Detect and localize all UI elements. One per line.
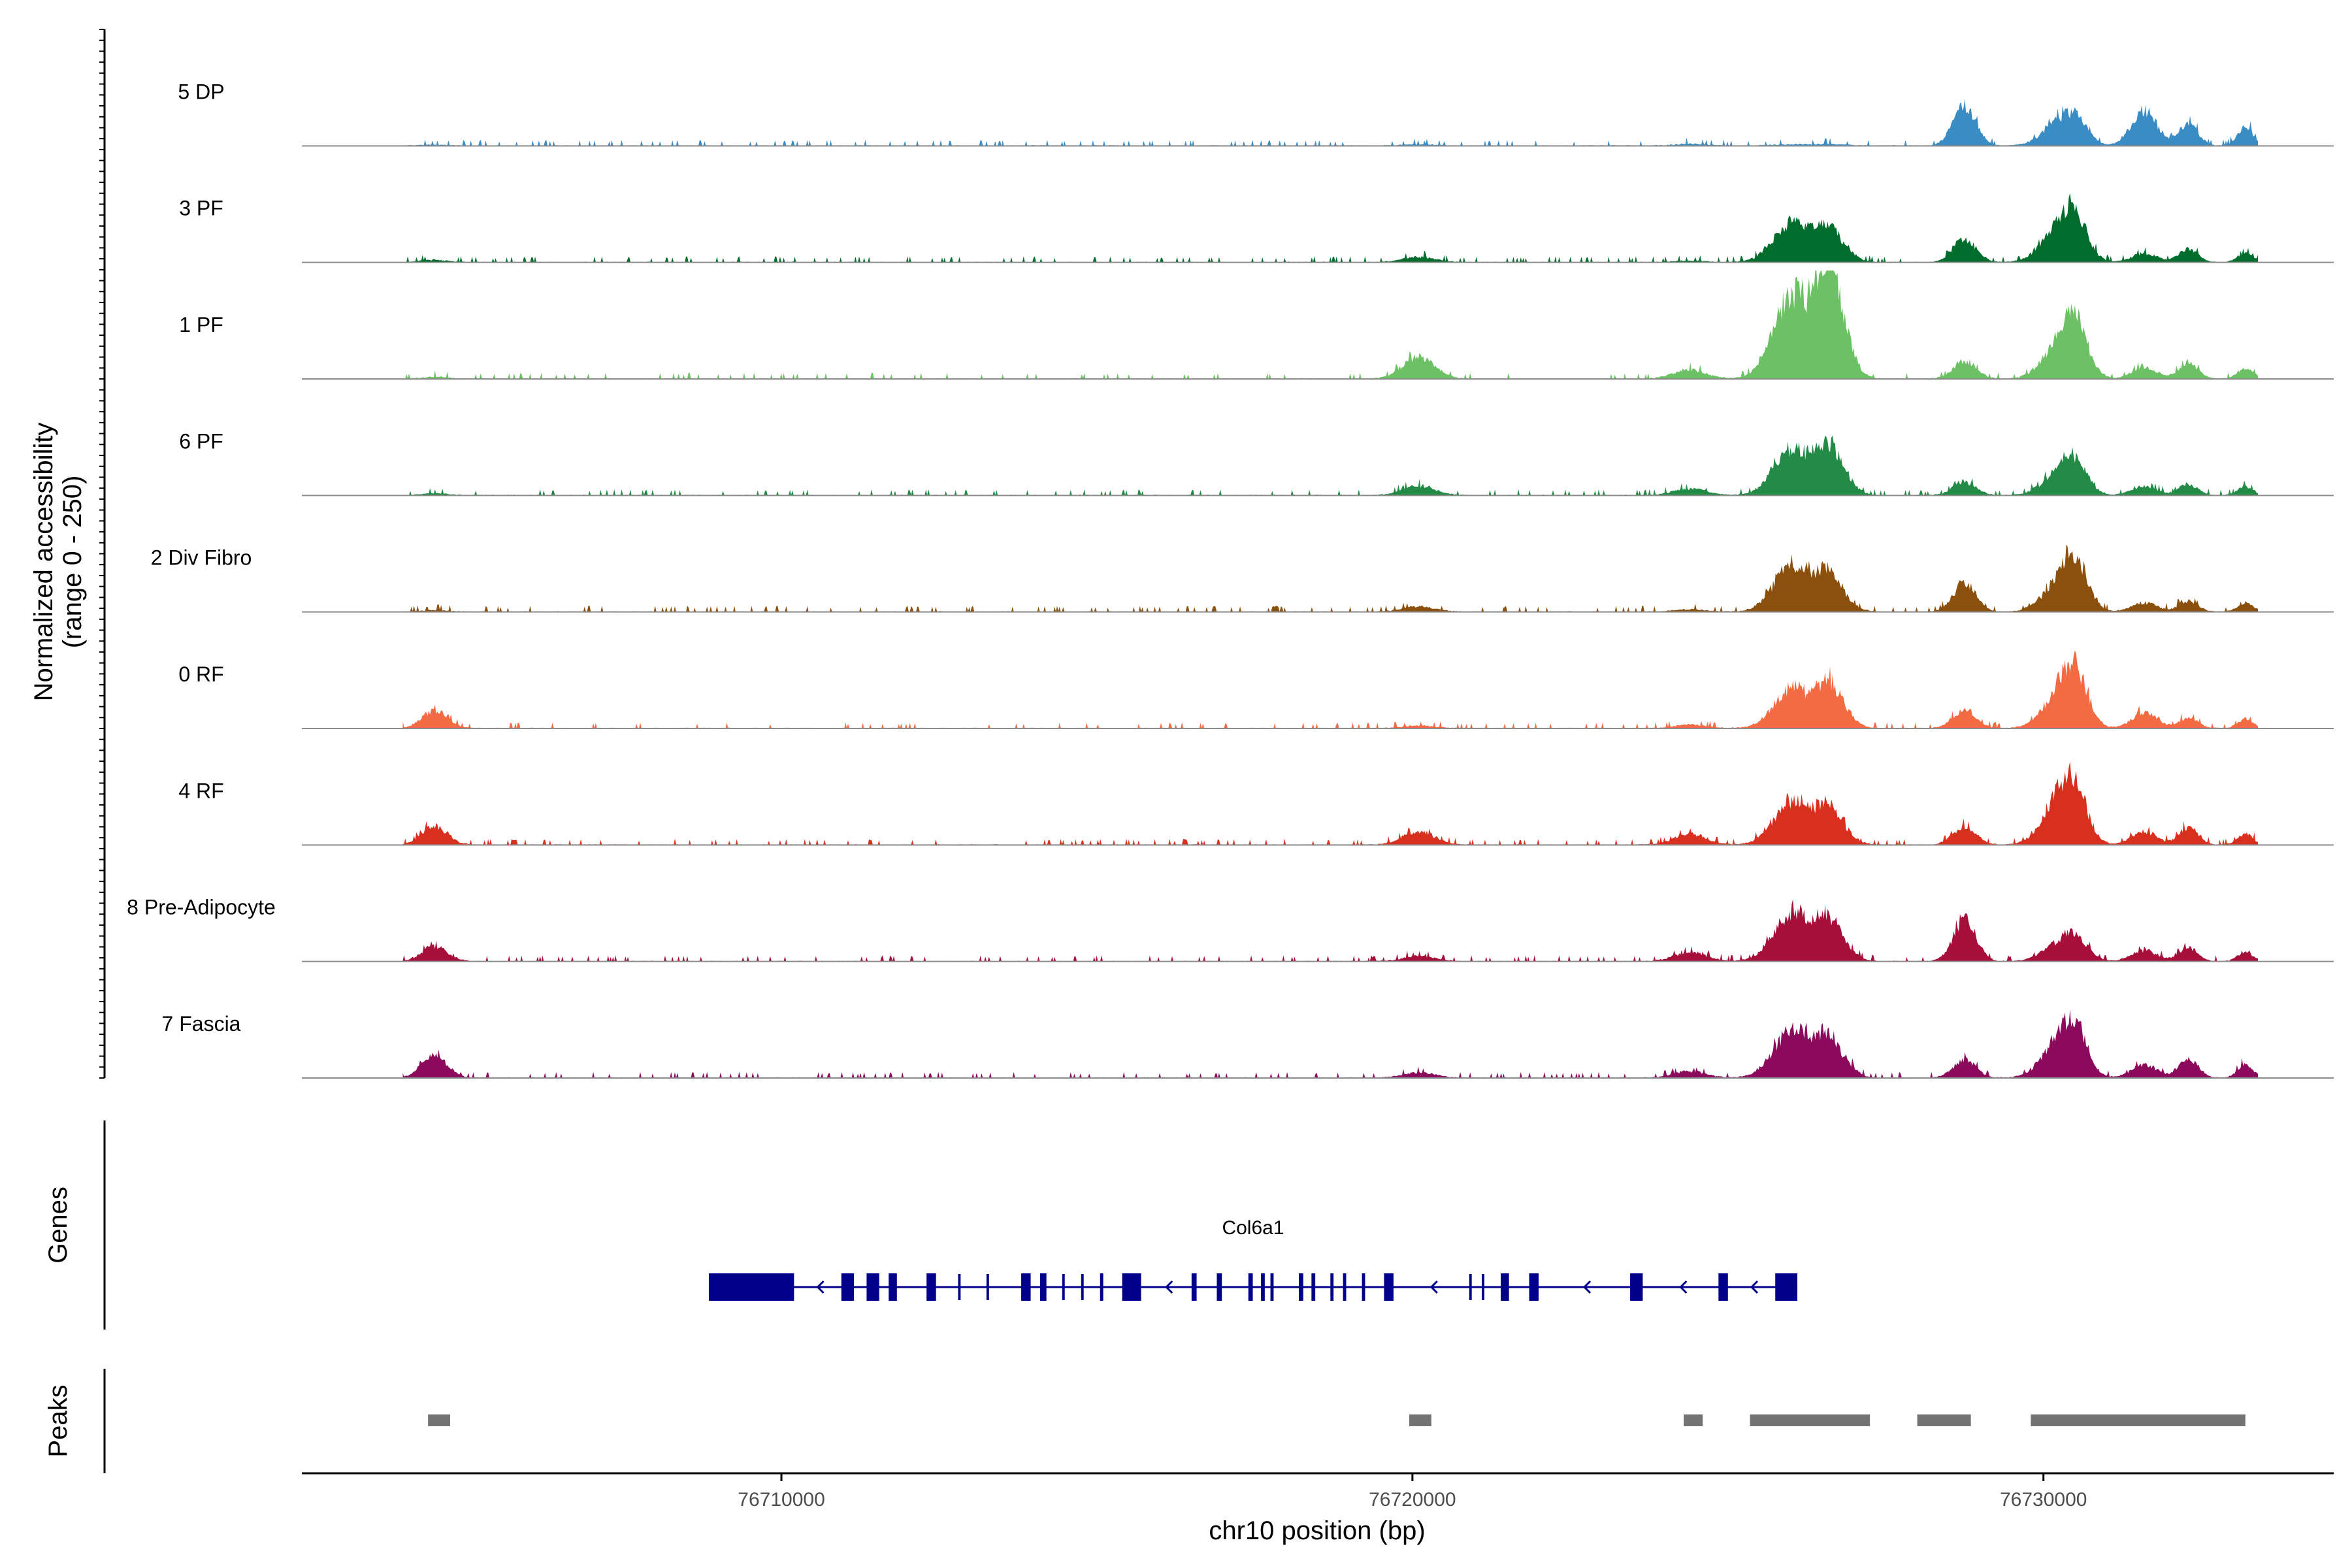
gene-exon (1482, 1274, 1484, 1300)
gene-name-label: Col6a1 (1222, 1217, 1284, 1239)
gene-exon (1775, 1273, 1798, 1301)
gene-exon (1311, 1273, 1316, 1301)
track-coverage-area (402, 761, 2259, 845)
peak-regions (428, 1414, 2246, 1426)
gene-models: Col6a1 (708, 1217, 1798, 1301)
track-8: 8 Pre-Adipocyte (127, 896, 2334, 962)
peak-region (428, 1414, 450, 1426)
gene-exon (1270, 1273, 1274, 1301)
gene-exon (1501, 1273, 1509, 1301)
gene-exon (986, 1274, 989, 1300)
x-axis-tick-label: 76710000 (738, 1489, 825, 1511)
gene-exon (1299, 1273, 1303, 1301)
x-axis-tick-label: 76720000 (1369, 1489, 1456, 1511)
track-4: 6 PF (179, 429, 2334, 497)
gene-exon (1343, 1273, 1347, 1301)
gene-exon (1529, 1273, 1539, 1301)
gene-exon (1384, 1273, 1394, 1301)
gene-exon (1330, 1273, 1334, 1301)
strand-arrow (1679, 1280, 1688, 1294)
track-1: 5 DP (178, 80, 2334, 147)
track-coverage-area (402, 899, 2259, 962)
track-coverage-area (402, 270, 2259, 379)
track-2: 3 PF (179, 193, 2334, 263)
track-coverage-area (402, 650, 2259, 728)
peak-region (2031, 1414, 2246, 1426)
peak-region (1684, 1414, 1703, 1426)
track-label: 7 Fascia (162, 1012, 241, 1036)
gene-model: Col6a1 (708, 1217, 1798, 1301)
track-6: 0 RF (178, 650, 2334, 729)
y-axis-title-line1: Normalized accessibility (29, 423, 58, 702)
x-axis-title: chr10 position (bp) (1209, 1516, 1425, 1545)
gene-exon (1040, 1273, 1047, 1301)
gene-exon (1630, 1273, 1643, 1301)
track-label: 8 Pre-Adipocyte (127, 896, 276, 919)
y-axis-title-line2: (range 0 - 250) (58, 476, 87, 649)
track-coverage-area (402, 99, 2259, 146)
gene-exon (1469, 1274, 1472, 1300)
gene-exon (1248, 1273, 1253, 1301)
strand-arrow (1165, 1280, 1173, 1294)
gene-exon (926, 1273, 936, 1301)
gene-exon (708, 1273, 794, 1301)
peaks-panel-label: Peaks (44, 1384, 73, 1457)
track-label: 4 RF (178, 779, 223, 802)
gene-exon (1217, 1273, 1222, 1301)
track-coverage-area (402, 544, 2259, 612)
y-axis-ticks (99, 29, 105, 1079)
gene-exon (889, 1273, 897, 1301)
track-label: 2 Div Fibro (151, 546, 252, 570)
gene-exon (866, 1273, 879, 1301)
coverage-tracks: 5 DP 3 PF 1 PF 6 PF 2 Div Fibro 0 RF 4 RF 8 Pre… (127, 80, 2334, 1079)
gene-exon (841, 1273, 855, 1301)
track-9: 7 Fascia (162, 1009, 2334, 1079)
strand-arrow (816, 1280, 825, 1294)
gene-exon (1261, 1273, 1265, 1301)
track-label: 6 PF (179, 429, 223, 453)
track-coverage-area (402, 193, 2259, 263)
track-5: 2 Div Fibro (151, 544, 2334, 613)
gene-exon (1081, 1274, 1084, 1300)
gene-exon (1362, 1273, 1365, 1301)
gene-exon (958, 1274, 961, 1300)
gene-exon (1062, 1274, 1065, 1300)
track-label: 5 DP (178, 80, 224, 103)
gene-exon (1100, 1273, 1103, 1301)
genes-panel-label: Genes (44, 1186, 73, 1264)
gene-exon (1021, 1273, 1031, 1301)
track-label: 0 RF (178, 662, 223, 686)
gene-exon (1718, 1273, 1728, 1301)
x-axis-ticks: 76710000 76720000 76730000 (738, 1473, 2087, 1511)
peak-region (1409, 1414, 1431, 1426)
track-3: 1 PF (179, 270, 2334, 380)
x-axis-tick-label: 76730000 (2000, 1489, 2087, 1511)
track-7: 4 RF (178, 761, 2334, 846)
gene-exon (1122, 1273, 1141, 1301)
gene-exon (1191, 1273, 1197, 1301)
strand-arrow (1429, 1280, 1438, 1294)
strand-arrow (1750, 1280, 1759, 1294)
track-coverage-area (402, 435, 2259, 496)
track-coverage-area (402, 1009, 2259, 1078)
strand-arrow (1582, 1280, 1592, 1294)
track-label: 1 PF (179, 313, 223, 336)
track-label: 3 PF (179, 197, 223, 220)
peak-region (1750, 1414, 1870, 1426)
peak-region (1917, 1414, 1971, 1426)
